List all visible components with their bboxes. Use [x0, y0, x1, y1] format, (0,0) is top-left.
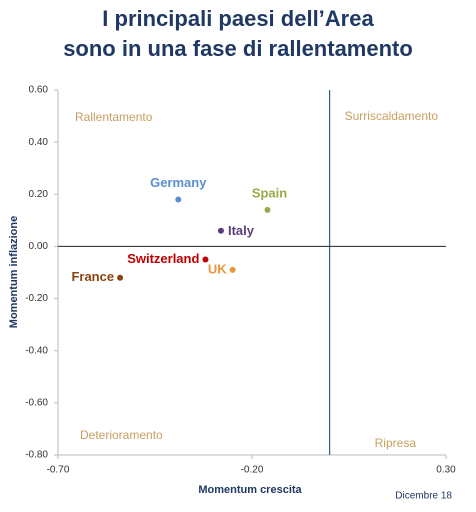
point: [217, 227, 224, 234]
point-label: Spain: [252, 185, 287, 200]
point: [264, 206, 271, 213]
quadrant-label: Surriscaldamento: [345, 109, 439, 123]
y-tick-label: 0.60: [29, 85, 49, 96]
quadrant-label: Ripresa: [375, 436, 417, 450]
x-axis-label: Momentum crescita: [198, 484, 302, 496]
quadrant-label: Deterioramento: [80, 428, 163, 442]
point: [175, 196, 182, 203]
point-label: France: [71, 269, 114, 284]
point-label: Germany: [150, 175, 207, 190]
chart-title: I principali paesi dell’Area: [102, 6, 374, 31]
chart-title: sono in una fase di rallentamento: [63, 36, 413, 61]
y-tick-label: 0.20: [29, 189, 49, 200]
point: [117, 274, 124, 281]
y-tick-label: 0.40: [29, 137, 49, 148]
y-tick-label: 0.00: [29, 241, 49, 252]
point-label: UK: [208, 261, 227, 276]
y-tick-label: -0.80: [25, 450, 48, 461]
y-tick-label: -0.40: [25, 345, 48, 356]
x-tick-label: -0.20: [241, 465, 264, 476]
point: [229, 266, 236, 273]
point-label: Italy: [228, 223, 255, 238]
y-axis-label: Momentum inflazione: [8, 216, 20, 328]
x-tick-label: -0.70: [47, 465, 70, 476]
footnote: Dicembre 18: [395, 491, 452, 502]
x-tick-label: 0.30: [436, 465, 456, 476]
y-tick-label: -0.20: [25, 293, 48, 304]
point-label: Switzerland: [127, 251, 199, 266]
y-tick-label: -0.60: [25, 397, 48, 408]
quadrant-label: Rallentamento: [75, 110, 153, 124]
point: [202, 256, 209, 263]
